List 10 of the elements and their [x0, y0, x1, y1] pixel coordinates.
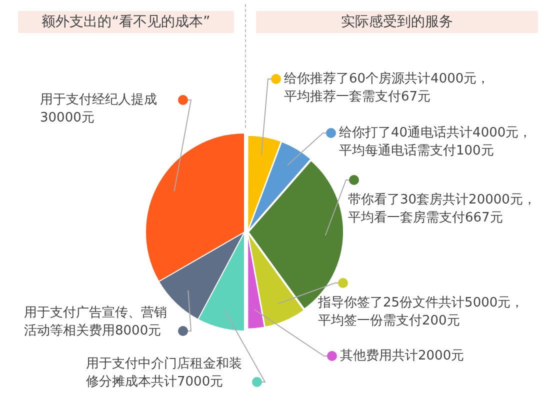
- slice-label: 带你看了30套房共计20000元，平均看一套房需支付667元: [348, 191, 536, 226]
- legend-label: 给你推荐了60个房源共计4000元，平均推荐一套需支付67元: [284, 70, 490, 104]
- slice-label: 用于支付广告宣传、营销活动等相关费用8000元: [24, 304, 167, 338]
- chart-title: 实际感受到的服务: [256, 11, 538, 33]
- slice-label: 指导你签了25份文件共计5000元，平均签一份需支付200元: [317, 295, 524, 328]
- legend-label: 用于支付经纪人提成30000元: [40, 92, 157, 126]
- legend-label: 给你打了40通电话共计4000元，平均每通电话需支付100元: [339, 125, 532, 158]
- legend-label: 其他费用共计2000元: [340, 348, 464, 364]
- slice-label: 用于支付中介门店租金和装修分摊成本共计7000元: [86, 355, 242, 390]
- chart-title: 额外支出的“看不见的成本”: [18, 11, 234, 33]
